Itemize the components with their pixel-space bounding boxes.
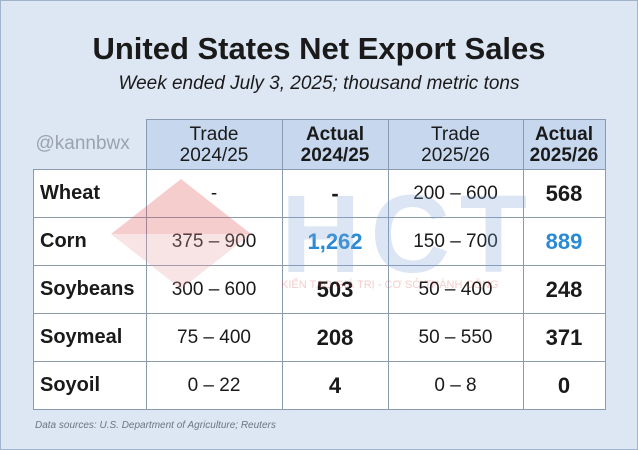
row: Corn 375 – 900 1,262 150 – 700 889 [33, 217, 606, 266]
cell: 889 [522, 217, 606, 266]
table: @kannbwx Trade 2024/25 Actual 2024/25 Trade 20… [33, 119, 606, 410]
row: Wheat - -200 – 600 568 [33, 169, 606, 218]
cell: 200 – 600 [387, 169, 524, 218]
row-label: Soymeal [33, 313, 147, 362]
row-label: Soybeans [33, 265, 147, 314]
header-line: Actual [534, 123, 594, 145]
cell: 503 [281, 265, 389, 314]
header-line: 2025/26 [529, 144, 599, 166]
header-line: 2024/25 [300, 144, 370, 166]
cell: 0 – 22 [145, 361, 283, 410]
cell: 0 – 8 [387, 361, 524, 410]
column-header: Trade 2025/26 [387, 119, 524, 170]
header-row: @kannbwx Trade 2024/25 Actual 2024/25 Trade 20… [33, 119, 606, 170]
cell: 150 – 700 [387, 217, 524, 266]
column-header: Actual 2025/26 [522, 119, 606, 170]
cell: 248 [522, 265, 606, 314]
title: United States Net Export Sales [92, 31, 546, 66]
cell: - [145, 169, 283, 218]
cell: 371 [522, 313, 606, 362]
subtitle: Week ended July 3, 2025; thousand metric… [118, 73, 520, 94]
column-header: Trade 2024/25 [145, 119, 283, 170]
header-line: Trade [431, 123, 480, 145]
column-header: Actual 2024/25 [281, 119, 389, 170]
cell: 50 – 400 [387, 265, 524, 314]
row: Soybeans 300 – 600 503 50 – 400 248 [33, 265, 606, 314]
source-note: Data sources: U.S. Department of Agricul… [35, 420, 276, 431]
header-line: Actual [305, 123, 365, 145]
header-line: 2025/26 [421, 144, 490, 166]
cell: 75 – 400 [145, 313, 283, 362]
cell: 300 – 600 [145, 265, 283, 314]
row-label: Soyoil [33, 361, 147, 410]
header-line: 2024/25 [179, 144, 249, 166]
cell: 0 [522, 361, 606, 410]
corner-handle: @kannbwx [33, 119, 147, 170]
row: Soymeal 75 – 400 208 50 – 550 371 [33, 313, 606, 362]
cell: 568 [522, 169, 606, 218]
cell: - [281, 169, 389, 218]
cell: 50 – 550 [387, 313, 524, 362]
row-label: Wheat [33, 169, 147, 218]
cell: 1,262 [281, 217, 389, 266]
cell: 375 – 900 [145, 217, 283, 266]
cell: 4 [281, 361, 389, 410]
cell: 208 [281, 313, 389, 362]
row-label: Corn [33, 217, 147, 266]
header-line: Trade [189, 123, 239, 145]
